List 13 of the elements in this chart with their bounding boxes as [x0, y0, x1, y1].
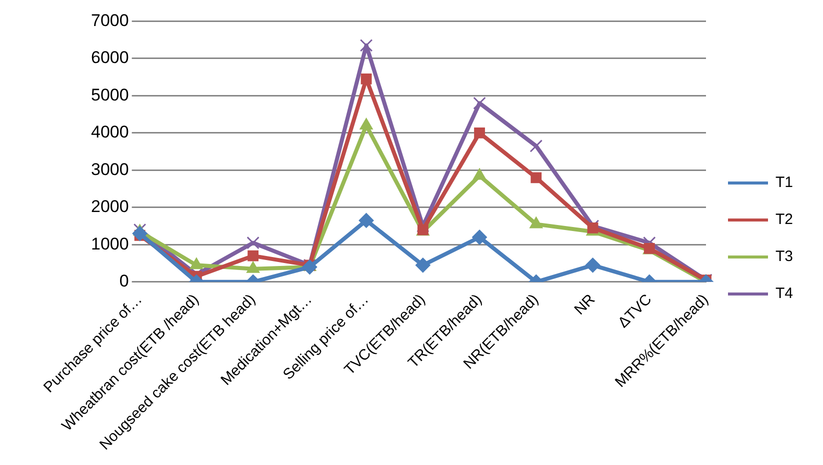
y-tick-label: 7000	[90, 10, 129, 30]
legend-label: T2	[775, 211, 794, 228]
legend-label: T3	[775, 248, 794, 266]
y-tick-label: 0	[119, 272, 129, 291]
legend-label: T4	[775, 285, 794, 302]
y-tick-label: 2000	[90, 197, 129, 216]
y-tick-label: 1000	[90, 234, 129, 254]
y-tick-label: 4000	[90, 122, 129, 142]
x-tick-label: NR	[571, 290, 599, 318]
y-tick-label: 6000	[90, 48, 129, 68]
y-tick-label: 5000	[90, 85, 129, 104]
legend-label: T1	[775, 174, 794, 192]
y-tick-label: 3000	[90, 160, 129, 179]
